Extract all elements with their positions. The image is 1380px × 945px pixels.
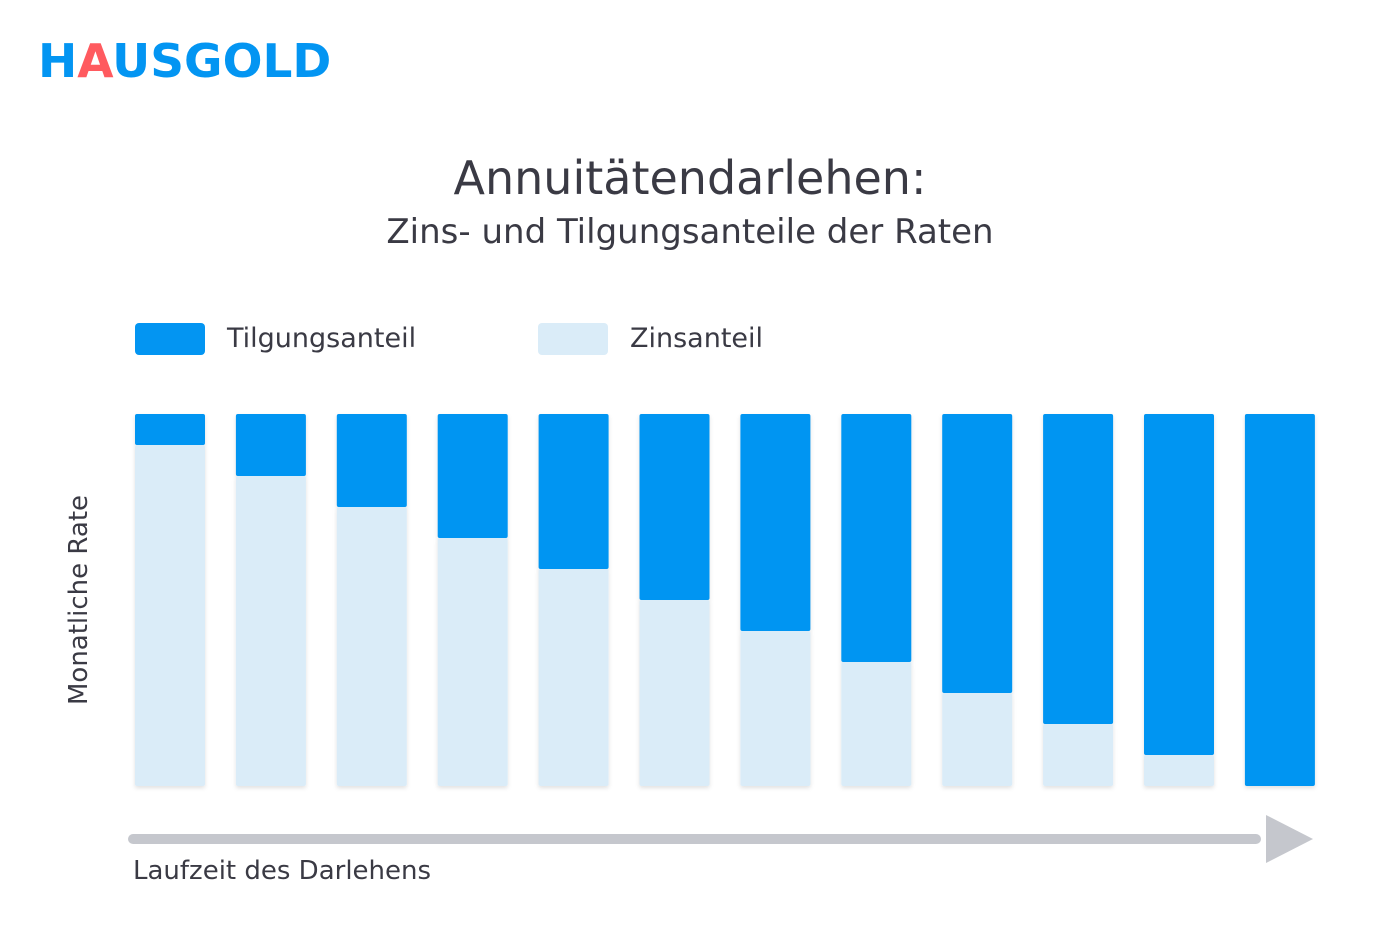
bar-segment-zins-7 <box>740 631 811 786</box>
x-axis-arrow <box>128 815 1313 863</box>
bar-10 <box>1043 414 1114 786</box>
legend-label-tilgung: Tilgungsanteil <box>227 323 417 354</box>
chart-subtitle: Zins- und Tilgungsanteile der Raten <box>386 212 994 252</box>
bar-6 <box>639 414 710 786</box>
bar-2 <box>235 414 306 786</box>
bar-segment-tilgung-2 <box>235 414 306 476</box>
logo-letter: S <box>150 34 185 88</box>
logo-letter: G <box>184 34 223 88</box>
bar-11 <box>1144 414 1214 786</box>
logo-letter: U <box>112 34 151 88</box>
bar-segment-tilgung-9 <box>942 414 1013 693</box>
chart-title: Annuitätendarlehen: <box>453 151 927 205</box>
bar-segment-zins-8 <box>841 662 912 786</box>
logo-letter: L <box>262 34 293 88</box>
bar-8 <box>841 414 912 786</box>
logo-letter: H <box>38 34 78 88</box>
bar-segment-zins-6 <box>639 600 710 786</box>
bar-segment-tilgung-12 <box>1244 414 1315 786</box>
bar-4 <box>437 414 508 786</box>
bar-segment-tilgung-5 <box>538 414 609 569</box>
bars-group <box>135 414 1315 786</box>
bar-segment-zins-10 <box>1043 724 1114 786</box>
bar-segment-zins-5 <box>538 569 609 786</box>
hausgold-logo[interactable]: HAUSGOLD <box>38 36 331 86</box>
legend-item-zins: Zinsanteil <box>538 322 763 356</box>
bar-segment-zins-11 <box>1144 755 1214 786</box>
bar-segment-tilgung-6 <box>639 414 710 600</box>
bar-3 <box>336 414 407 786</box>
legend-swatch-zins <box>538 323 608 355</box>
bar-segment-zins-3 <box>336 507 407 786</box>
bar-segment-zins-2 <box>235 476 306 786</box>
bar-segment-tilgung-4 <box>437 414 508 538</box>
bar-segment-tilgung-3 <box>336 414 407 507</box>
bar-12 <box>1244 414 1315 786</box>
bar-segment-tilgung-11 <box>1144 414 1214 755</box>
bar-7 <box>740 414 811 786</box>
bar-segment-tilgung-10 <box>1043 414 1114 724</box>
bar-segment-tilgung-1 <box>135 414 205 445</box>
bar-segment-zins-4 <box>437 538 508 786</box>
bar-segment-zins-1 <box>135 445 205 786</box>
bar-1 <box>135 414 205 786</box>
legend-swatch-tilgung <box>135 323 205 355</box>
x-axis-label: Laufzeit des Darlehens <box>133 856 432 886</box>
logo-letter: D <box>292 34 332 88</box>
legend-label-zins: Zinsanteil <box>630 323 764 354</box>
x-axis-arrowhead <box>1266 815 1313 863</box>
bar-segment-tilgung-8 <box>841 414 912 662</box>
bar-segment-tilgung-7 <box>740 414 811 631</box>
bar-5 <box>538 414 609 786</box>
logo-letter: O <box>222 34 263 88</box>
bar-segment-zins-9 <box>942 693 1013 786</box>
logo-letter: A <box>77 34 113 88</box>
logo-text: HAUSGOLD <box>38 36 331 86</box>
bar-9 <box>942 414 1013 786</box>
legend-item-tilgung: Tilgungsanteil <box>135 322 416 356</box>
